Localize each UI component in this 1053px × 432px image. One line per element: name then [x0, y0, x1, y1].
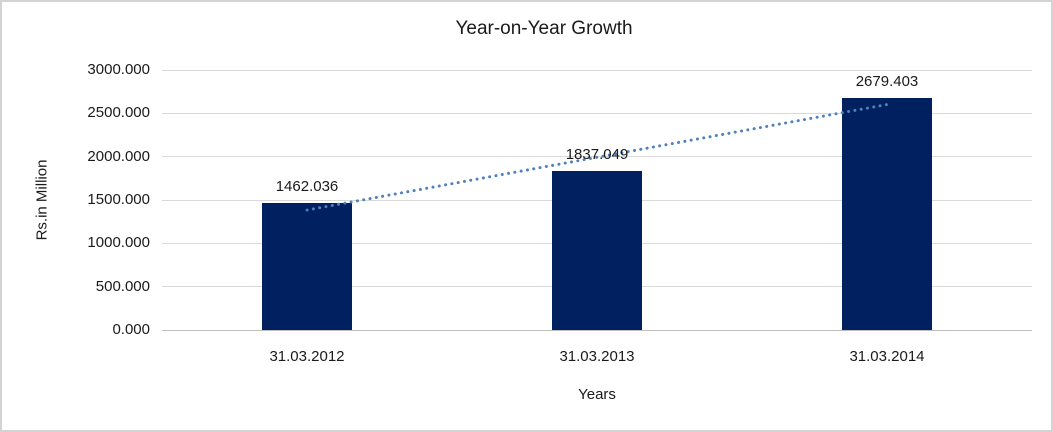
x-tick-label: 31.03.2013 — [559, 348, 635, 365]
x-tick-label: 31.03.2014 — [849, 348, 925, 365]
bar-31.03.2012 — [262, 203, 352, 330]
y-tick-label: 3000.000 — [87, 61, 150, 78]
bar-value-label: 1462.036 — [275, 178, 339, 196]
y-tick-label: 500.000 — [95, 277, 150, 295]
x-tick-label: 31.03.2012 — [269, 348, 345, 365]
bar-31.03.2014 — [842, 97, 932, 330]
bar-value-label: 2679.403 — [855, 72, 919, 90]
y-tick-label: 1500.000 — [87, 191, 150, 208]
chart-title: Year-on-Year Growth — [455, 18, 633, 39]
gridline — [162, 69, 1032, 71]
x-axis-title: Years — [578, 386, 616, 403]
gridline — [162, 329, 1032, 331]
y-tick-label: 0.000 — [112, 321, 150, 338]
y-tick-label: 2500.000 — [87, 104, 150, 122]
y-tick-label: 1000.000 — [87, 234, 150, 252]
y-tick-label: 2000.000 — [87, 147, 150, 165]
bar-31.03.2013 — [552, 170, 642, 330]
plot-area — [162, 69, 1032, 331]
bar-value-label: 1837.049 — [565, 145, 629, 163]
